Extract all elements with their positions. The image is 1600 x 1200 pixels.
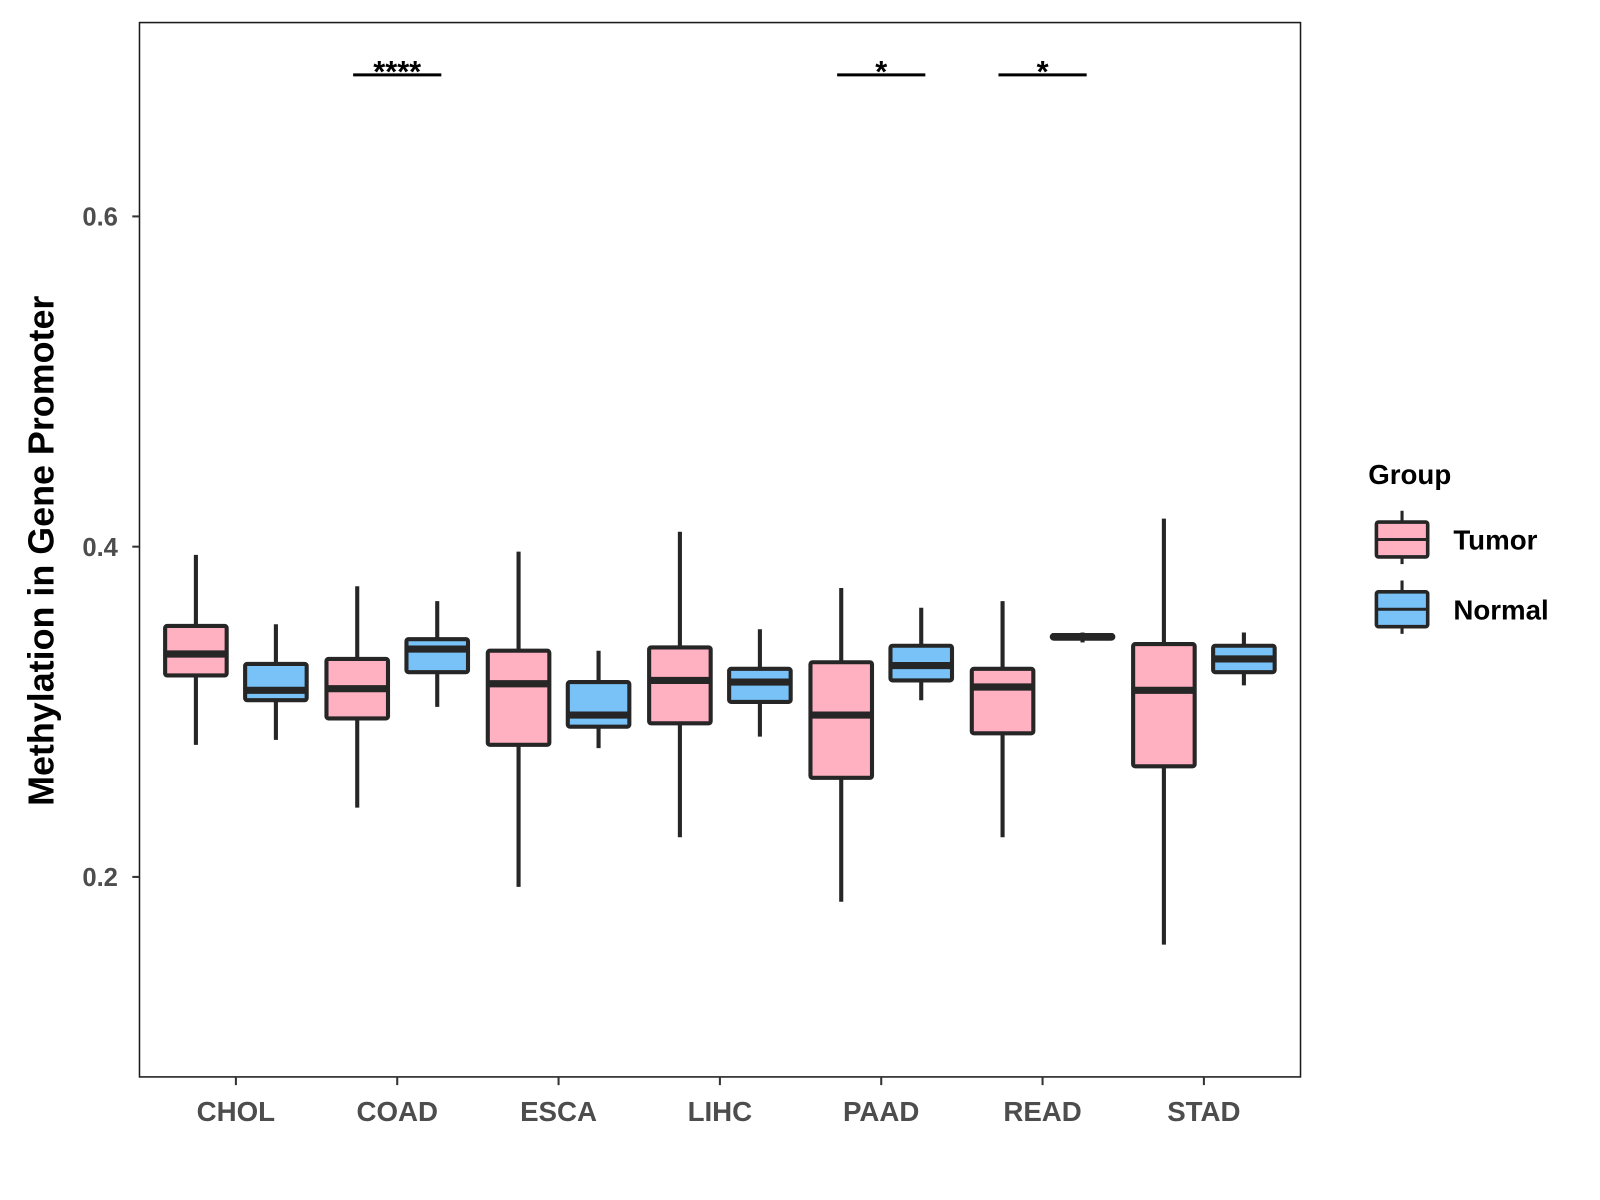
box-normal-stad [1211, 632, 1277, 686]
box-tumor-stad [1131, 518, 1197, 945]
box-tumor-read [969, 601, 1036, 838]
box-iqr [565, 680, 632, 729]
box-normal-esca [565, 650, 632, 749]
significance-label: * [875, 54, 887, 89]
legend-label: Normal [1453, 594, 1548, 625]
legend-item-normal: Normal [1374, 580, 1549, 634]
box-iqr [404, 637, 471, 675]
box-iqr [485, 648, 552, 747]
y-tick-label: 0.4 [82, 534, 118, 562]
x-tick-label: CHOL [197, 1096, 276, 1127]
box-iqr [808, 660, 875, 780]
box-normal-coad [404, 601, 471, 707]
box-normal-chol [243, 624, 309, 740]
x-tick-label: STAD [1167, 1096, 1240, 1127]
box-tumor-esca [485, 551, 552, 887]
significance-label: **** [373, 54, 421, 89]
box-tumor-lihc [647, 531, 713, 838]
box-normal-paad [888, 607, 955, 701]
box-iqr [243, 661, 309, 703]
x-tick-label: LIHC [688, 1096, 753, 1127]
x-tick-label: ESCA [520, 1096, 597, 1127]
significance-label: * [1037, 54, 1049, 89]
legend-title: Group [1368, 459, 1451, 490]
plot-panel [138, 21, 1302, 1078]
box-tumor-chol [163, 554, 229, 745]
legend: Group Tumor Normal [1368, 459, 1549, 634]
y-tick-label: 0.2 [82, 864, 118, 892]
y-tick-label: 0.6 [82, 204, 118, 232]
box-tumor-coad [324, 586, 391, 808]
legend-label: Tumor [1453, 525, 1537, 556]
y-axis-label: Methylation in Gene Promoter [21, 296, 61, 806]
box-normal-lihc [727, 629, 793, 737]
x-tick-label: PAAD [843, 1096, 919, 1127]
x-tick-label: READ [1003, 1096, 1081, 1127]
legend-item-tumor: Tumor [1374, 510, 1538, 565]
box-iqr [647, 645, 713, 726]
box-tumor-paad [808, 587, 875, 902]
box-normal-read [1049, 632, 1116, 643]
x-tick-label: COAD [356, 1096, 438, 1127]
box-iqr [1131, 642, 1197, 769]
box-iqr [969, 666, 1036, 736]
